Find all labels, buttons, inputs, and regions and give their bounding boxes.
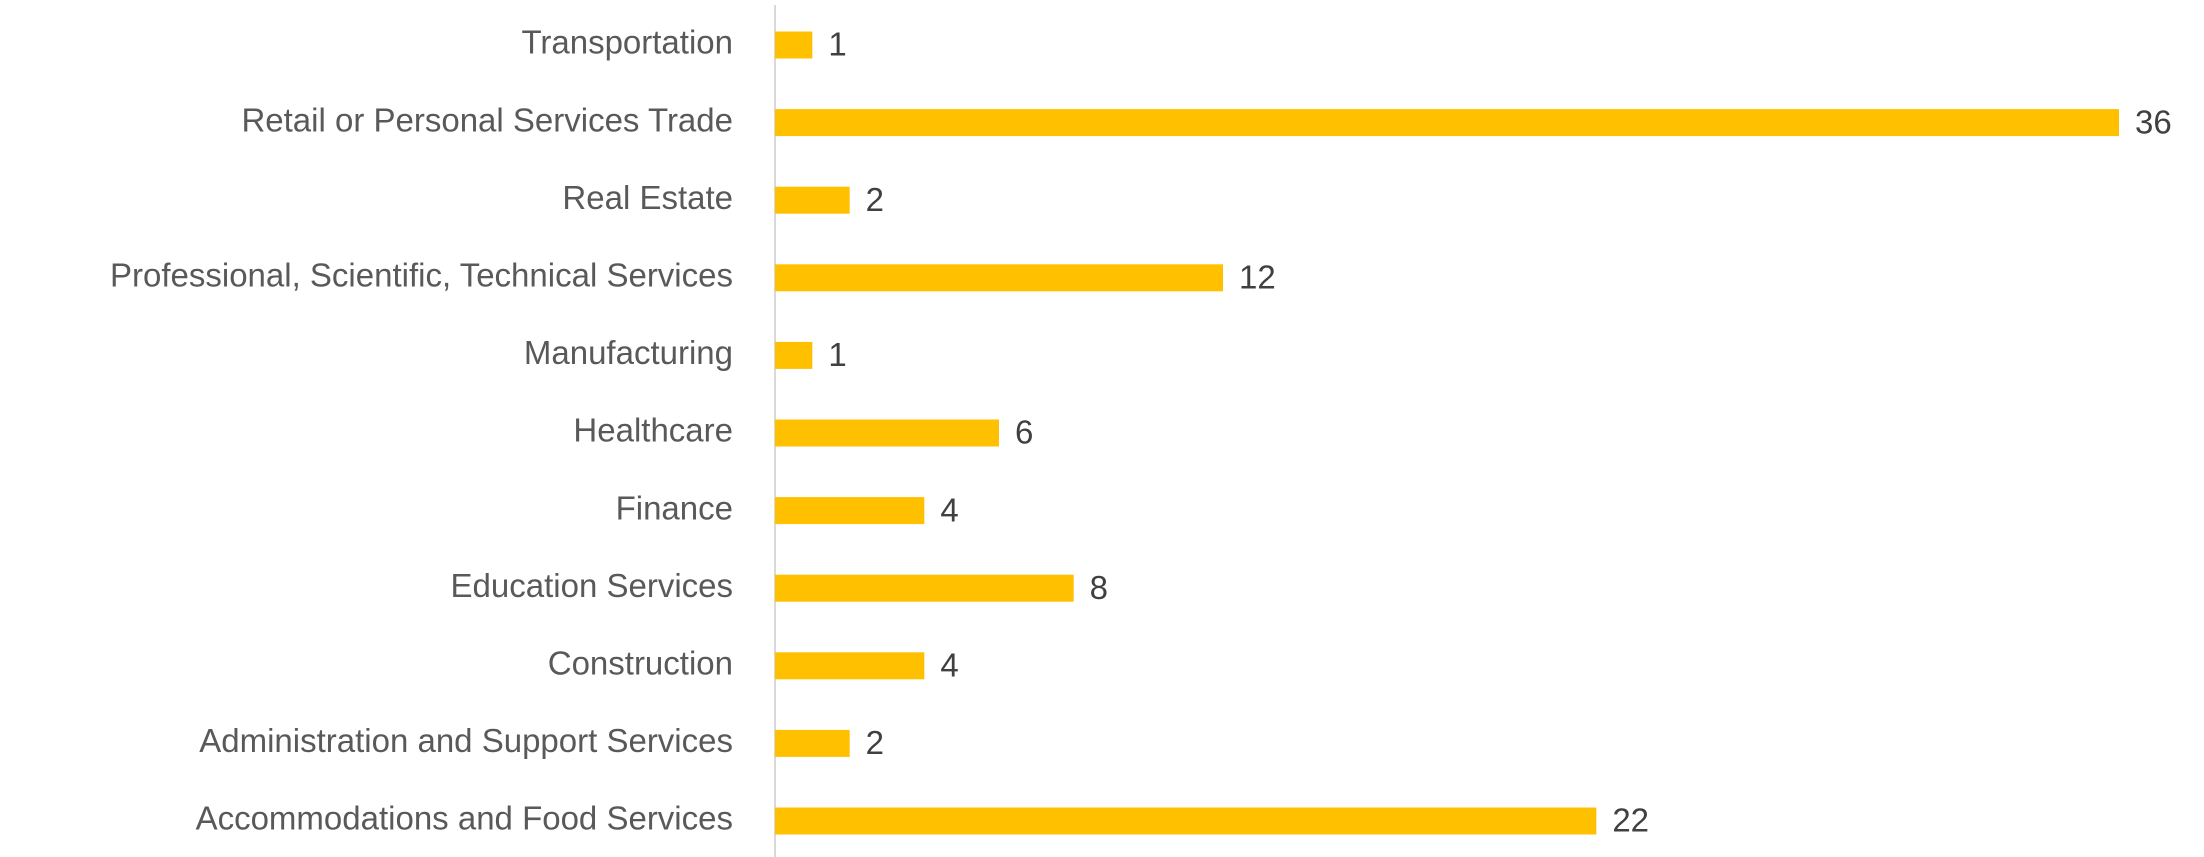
data-label: 2 xyxy=(866,724,884,761)
bar xyxy=(775,186,850,214)
bar xyxy=(775,31,813,59)
bar xyxy=(775,264,1223,292)
y-tick-label: Manufacturing xyxy=(524,334,733,371)
data-label: 4 xyxy=(940,647,958,684)
data-label: 12 xyxy=(1239,259,1276,296)
bar xyxy=(775,574,1074,602)
bar xyxy=(775,497,925,525)
y-tick-label: Construction xyxy=(548,645,733,682)
bar xyxy=(775,109,2119,137)
bar xyxy=(775,729,850,757)
data-label: 8 xyxy=(1090,569,1108,606)
y-tick-label: Healthcare xyxy=(573,412,733,449)
data-label: 22 xyxy=(1612,802,1649,839)
y-tick-label: Administration and Support Services xyxy=(199,722,733,759)
data-label: 1 xyxy=(828,26,846,63)
bar xyxy=(775,341,813,369)
bar xyxy=(775,419,999,447)
data-label: 2 xyxy=(866,181,884,218)
data-label: 36 xyxy=(2135,103,2172,140)
data-label: 1 xyxy=(828,336,846,373)
y-tick-label: Retail or Personal Services Trade xyxy=(241,101,733,138)
data-label: 6 xyxy=(1015,414,1033,451)
y-tick-label: Professional, Scientific, Technical Serv… xyxy=(110,257,733,294)
data-label: 4 xyxy=(940,491,958,528)
bar xyxy=(775,652,925,680)
bar xyxy=(775,807,1597,835)
y-tick-label: Real Estate xyxy=(562,179,733,216)
y-tick-label: Education Services xyxy=(451,567,733,604)
y-tick-label: Transportation xyxy=(521,24,733,61)
y-tick-label: Finance xyxy=(616,489,733,526)
y-tick-label: Accommodations and Food Services xyxy=(196,800,733,837)
